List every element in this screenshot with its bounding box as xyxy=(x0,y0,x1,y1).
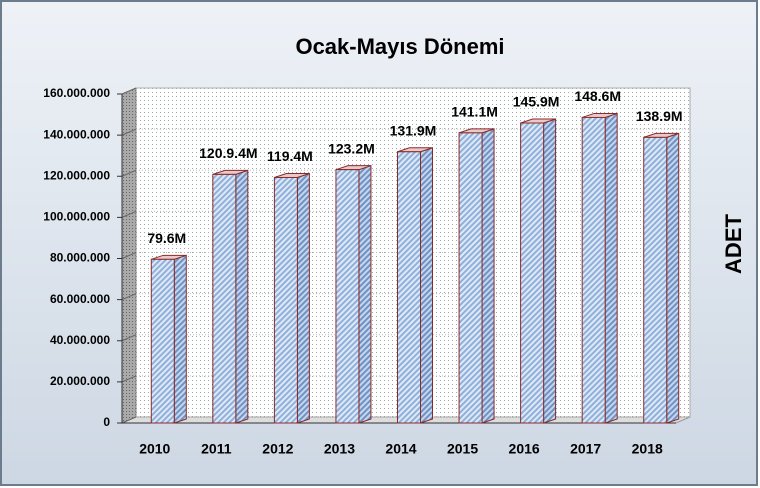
value-label: 145.9M xyxy=(513,94,560,110)
value-label: 138.9M xyxy=(636,108,683,124)
y-tick-label: 60.000.000 xyxy=(50,292,110,306)
bar-side xyxy=(420,147,433,424)
x-tick-label: 2013 xyxy=(324,441,355,457)
x-tick-label: 2015 xyxy=(447,441,478,457)
bar-front xyxy=(397,151,421,424)
grid-line xyxy=(121,293,137,301)
value-label: 131.9M xyxy=(390,122,437,138)
x-tick-label: 2012 xyxy=(262,441,293,457)
y-tick-label: 20.000.000 xyxy=(50,374,110,388)
value-label: 119.4M xyxy=(267,148,313,164)
y-tick-label: 40.000.000 xyxy=(50,333,110,347)
grid-line xyxy=(121,334,137,342)
value-label: 148.6M xyxy=(574,88,621,104)
bar-side xyxy=(481,128,495,424)
grid-line xyxy=(121,375,137,383)
value-label: 120.9.4M xyxy=(199,145,257,161)
bar-side xyxy=(173,254,187,424)
bar-side xyxy=(666,132,680,424)
y-tick-label: 160.000.000 xyxy=(43,86,110,100)
bar xyxy=(520,118,557,424)
y-axis-label: ADET xyxy=(721,213,746,273)
bar-front xyxy=(458,132,483,424)
bar-side xyxy=(604,112,618,424)
x-tick-label: 2017 xyxy=(570,441,601,457)
bar-front xyxy=(273,176,298,424)
bar xyxy=(581,112,618,424)
grid-line xyxy=(121,416,137,424)
bar xyxy=(212,169,249,424)
bar xyxy=(150,254,187,424)
bar-side xyxy=(296,172,310,424)
bar-front xyxy=(335,169,360,424)
value-label: 141.1M xyxy=(451,104,498,120)
y-tick-label: 100.000.000 xyxy=(43,210,110,224)
y-tick-label: 80.000.000 xyxy=(50,251,110,265)
x-tick-label: 2011 xyxy=(201,441,232,457)
chart-title: Ocak-Mayıs Dönemi xyxy=(295,34,504,59)
bar xyxy=(643,132,680,424)
y-tick-label: 0 xyxy=(103,415,110,429)
bar xyxy=(273,172,310,424)
bar xyxy=(335,164,372,424)
bar-front xyxy=(643,136,668,424)
bar-side xyxy=(543,118,557,424)
bar-side xyxy=(235,169,249,424)
bar xyxy=(458,128,495,424)
bar-front xyxy=(150,258,175,424)
bar xyxy=(397,147,433,424)
x-tick-label: 2010 xyxy=(139,441,170,457)
x-tick-label: 2016 xyxy=(509,441,540,457)
value-label: 123.2M xyxy=(328,140,375,156)
value-label: 79.6M xyxy=(147,230,186,246)
y-tick-label: 120.000.000 xyxy=(43,168,110,182)
grid-line xyxy=(121,252,137,259)
x-tick-label: 2014 xyxy=(385,441,416,457)
y-tick-label: 140.000.000 xyxy=(43,127,110,141)
bar-front xyxy=(581,116,606,424)
bar-front xyxy=(212,173,237,424)
bar-front xyxy=(520,122,545,424)
grid-line xyxy=(121,87,137,95)
grid-line xyxy=(121,128,137,136)
grid-line xyxy=(121,210,137,218)
x-tick-label: 2018 xyxy=(632,441,663,457)
bar-side xyxy=(358,164,372,424)
grid-line xyxy=(121,169,137,177)
